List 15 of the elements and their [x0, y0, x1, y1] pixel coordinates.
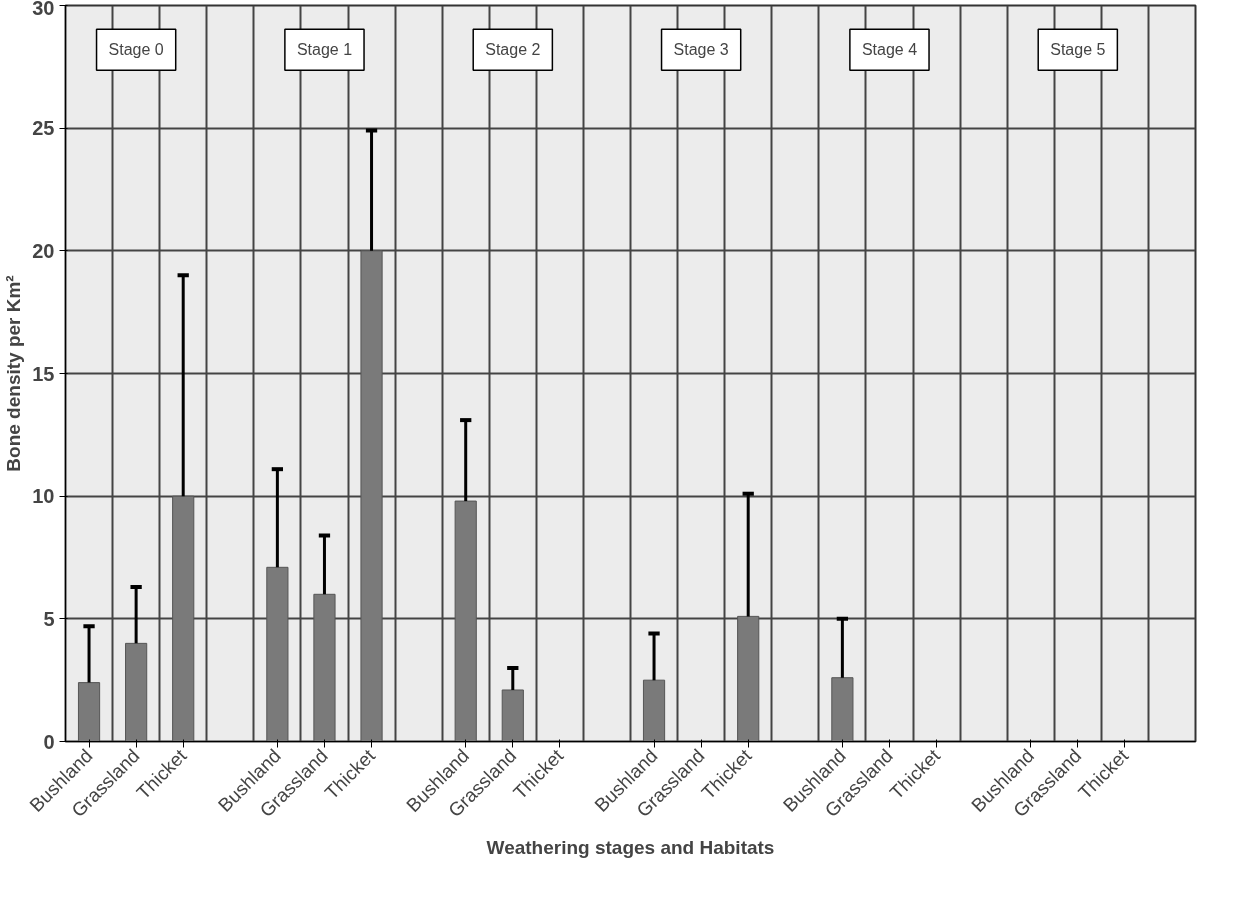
- y-tick-label: 30: [32, 0, 55, 19]
- y-tick-label: 0: [43, 730, 55, 753]
- annotation: Stage 4: [861, 41, 918, 59]
- y-tick-label: 5: [43, 607, 55, 630]
- y-tick-label: 20: [32, 239, 55, 262]
- x-axis-title: Weathering stages and Habitats: [486, 836, 775, 858]
- annotation: Stage 0: [108, 41, 164, 59]
- y-tick-label: 25: [32, 117, 55, 140]
- annotation: Stage 5: [1050, 41, 1106, 59]
- annotation: Stage 2: [485, 41, 541, 59]
- annotation: Stage 1: [296, 41, 353, 59]
- y-tick-label: 10: [32, 485, 55, 508]
- y-tick-label: 15: [32, 362, 55, 385]
- y-axis-title: Bone density per Km²: [3, 275, 25, 472]
- annotation: Stage 3: [673, 41, 729, 59]
